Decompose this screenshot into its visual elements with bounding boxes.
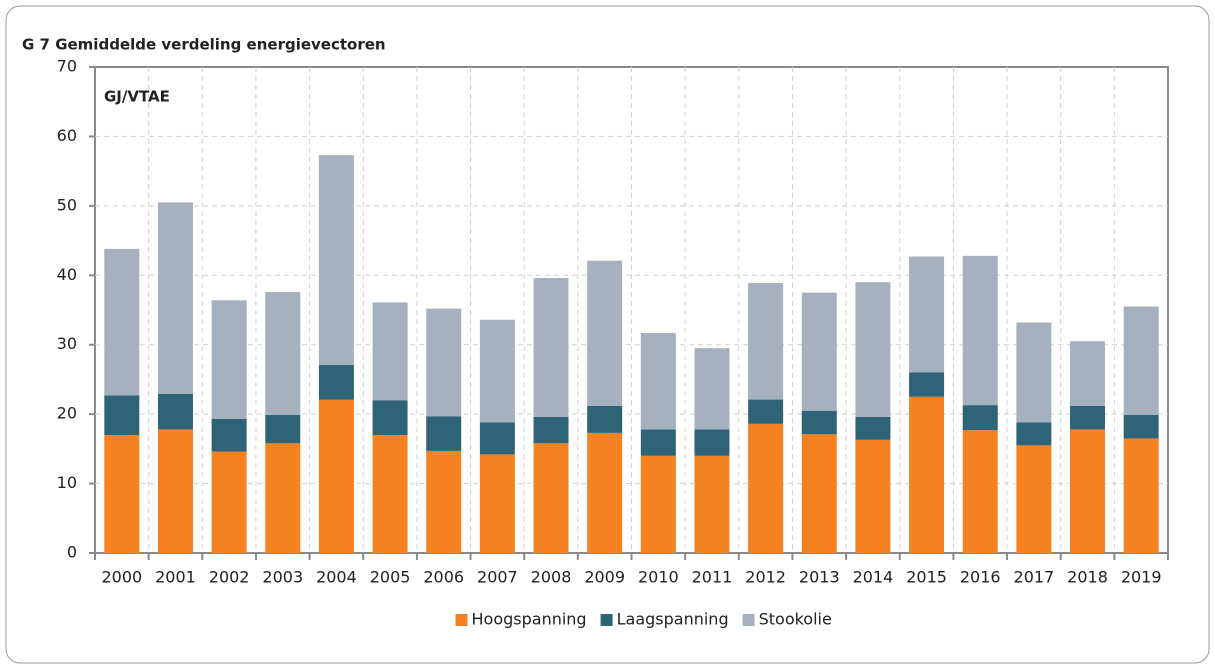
bar-segment — [1016, 422, 1052, 446]
x-tick-label: 2005 — [370, 568, 411, 587]
bar-segment — [694, 455, 730, 553]
bar-segment — [909, 372, 945, 397]
x-tick-label: 2004 — [316, 568, 357, 587]
bar-segment — [533, 278, 569, 417]
bar-segment — [587, 432, 623, 553]
bar-segment — [748, 399, 784, 424]
y-tick-label: 20 — [57, 404, 77, 423]
bar-segment — [1123, 414, 1159, 439]
y-tick-label: 10 — [57, 473, 77, 492]
bar-segment — [855, 439, 891, 553]
bar-segment — [157, 429, 193, 553]
x-tick-label: 2000 — [101, 568, 142, 587]
y-tick-label: 70 — [57, 57, 77, 76]
bar-segment — [962, 430, 998, 553]
bar-segment — [533, 443, 569, 553]
x-tick-label: 2007 — [477, 568, 518, 587]
legend-label: Stookolie — [759, 610, 832, 629]
bar-segment — [104, 434, 140, 553]
x-tick-label: 2011 — [692, 568, 733, 587]
bar-segment — [855, 282, 891, 417]
bar-segment — [318, 364, 354, 400]
bar-segment — [211, 300, 247, 420]
bar-segment — [479, 319, 515, 423]
bar-segment — [479, 422, 515, 455]
x-tick-label: 2009 — [584, 568, 625, 587]
x-tick-label: 2012 — [745, 568, 786, 587]
bar-segment — [587, 405, 623, 433]
x-tick-label: 2014 — [853, 568, 894, 587]
bar-segment — [533, 416, 569, 444]
chart-title: G 7 Gemiddelde verdeling energievectoren — [22, 36, 386, 54]
bar-segment — [479, 454, 515, 553]
bar-segment — [801, 434, 837, 553]
legend-swatch — [455, 614, 468, 626]
y-tick-label: 0 — [67, 543, 77, 562]
bar-segment — [640, 429, 676, 456]
x-tick-label: 2016 — [960, 568, 1001, 587]
x-tick-label: 2013 — [799, 568, 840, 587]
bar-segment — [1016, 322, 1052, 423]
x-tick-label: 2015 — [906, 568, 947, 587]
bar-segment — [801, 292, 837, 411]
bar-segment — [318, 155, 354, 365]
bar-segment — [318, 399, 354, 553]
bar-segment — [372, 434, 408, 553]
bar-segment — [748, 423, 784, 553]
bar-segment — [1070, 405, 1106, 430]
x-tick-label: 2017 — [1014, 568, 1055, 587]
bar-segment — [372, 400, 408, 435]
bar-segment — [426, 450, 462, 553]
x-tick-label: 2010 — [638, 568, 679, 587]
bar-segment — [104, 395, 140, 435]
bar-segment — [1070, 341, 1106, 406]
legend-label: Hoogspanning — [472, 610, 587, 629]
bar-segment — [372, 302, 408, 401]
legend-swatch — [742, 614, 755, 626]
bar-segment — [265, 291, 301, 415]
unit-label: GJ/VTAE — [104, 88, 170, 106]
bar-segment — [426, 308, 462, 417]
bar-segment — [265, 443, 301, 553]
bar-segment — [211, 419, 247, 452]
y-tick-label: 50 — [57, 195, 77, 214]
x-tick-label: 2008 — [531, 568, 572, 587]
x-tick-label: 2002 — [209, 568, 250, 587]
x-tick-label: 2003 — [262, 568, 303, 587]
y-tick-label: 40 — [57, 265, 77, 284]
x-tick-label: 2006 — [423, 568, 464, 587]
bar-segment — [640, 455, 676, 553]
bar-segment — [426, 416, 462, 451]
legend-label: Laagspanning — [617, 610, 729, 629]
bar-segment — [748, 282, 784, 400]
bar-segment — [909, 256, 945, 373]
bar-segment — [1016, 445, 1052, 553]
x-tick-label: 2001 — [155, 568, 196, 587]
bar-segment — [801, 410, 837, 435]
bar-segment — [909, 396, 945, 553]
bar-segment — [587, 260, 623, 406]
bar-segment — [962, 405, 998, 431]
bar-segment — [211, 451, 247, 553]
x-tick-label: 2018 — [1067, 568, 1108, 587]
bar-segment — [265, 414, 301, 444]
bar-segment — [1070, 429, 1106, 553]
bar-segment — [157, 202, 193, 395]
bar-segment — [1123, 306, 1159, 415]
bar-segment — [962, 255, 998, 406]
bar-segment — [157, 394, 193, 430]
bar-segment — [694, 429, 730, 456]
y-tick-label: 30 — [57, 334, 77, 353]
legend-swatch — [600, 614, 613, 626]
bar-segment — [104, 248, 140, 396]
bar-segment — [1123, 438, 1159, 553]
bar-segment — [694, 348, 730, 430]
y-tick-label: 60 — [57, 126, 77, 145]
bar-segment — [640, 332, 676, 430]
x-tick-label: 2019 — [1121, 568, 1162, 587]
bar-segment — [855, 416, 891, 440]
